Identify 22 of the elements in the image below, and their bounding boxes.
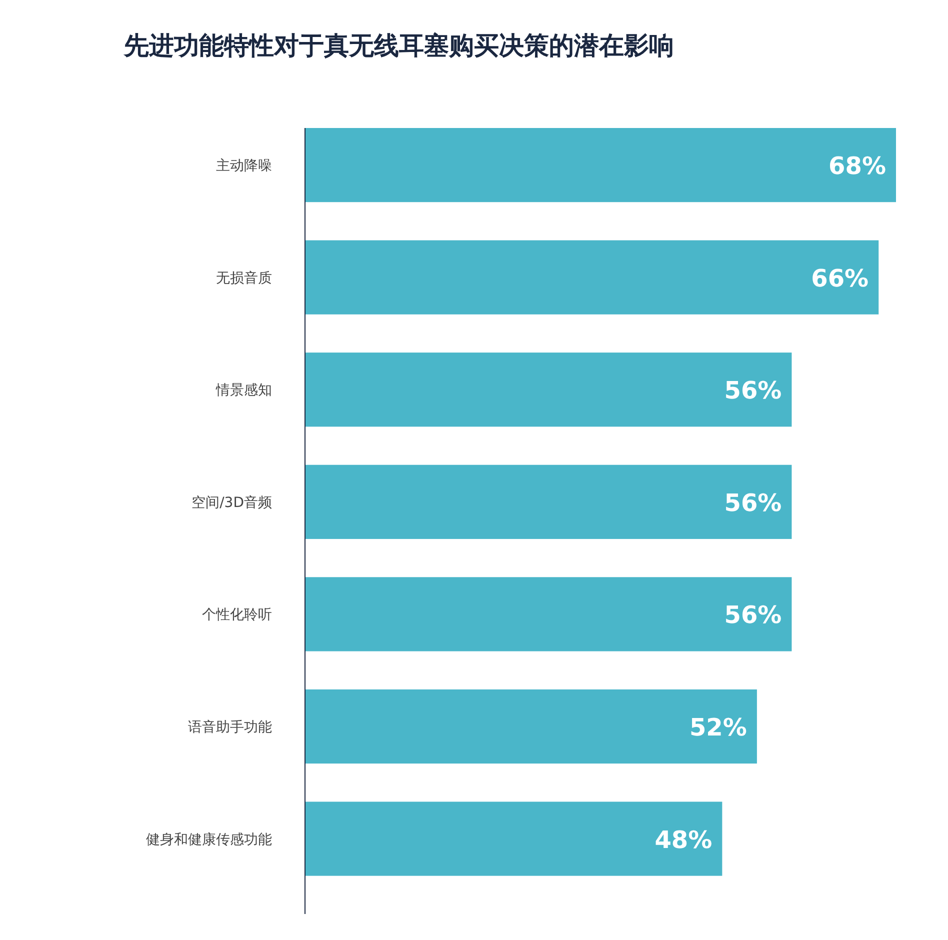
y-tick-label: 空间/3D音频 (192, 494, 272, 511)
data-label: 56% (724, 488, 782, 517)
bar (305, 802, 722, 876)
data-label: 56% (724, 376, 782, 405)
bar (305, 128, 896, 202)
y-tick-label: 主动降噪 (216, 158, 272, 174)
bar (305, 689, 757, 764)
bar (305, 464, 792, 539)
data-label: 48% (654, 826, 712, 854)
y-tick-label: 健身和健康传感功能 (146, 832, 272, 848)
bar (305, 352, 792, 427)
data-label: 66% (811, 264, 869, 292)
y-tick-label: 个性化聆听 (202, 607, 272, 624)
y-tick-label: 无损音质 (216, 270, 272, 286)
bar (305, 240, 879, 314)
data-label: 52% (689, 713, 747, 742)
data-label: 56% (724, 601, 782, 630)
y-tick-label: 情景感知 (215, 382, 272, 399)
y-tick-label: 语音助手功能 (188, 719, 272, 736)
bar (305, 577, 792, 652)
chart-title: 先进功能特性对于真无线耳塞购买决策的潜在影响 (123, 31, 674, 60)
data-label: 68% (828, 152, 886, 180)
